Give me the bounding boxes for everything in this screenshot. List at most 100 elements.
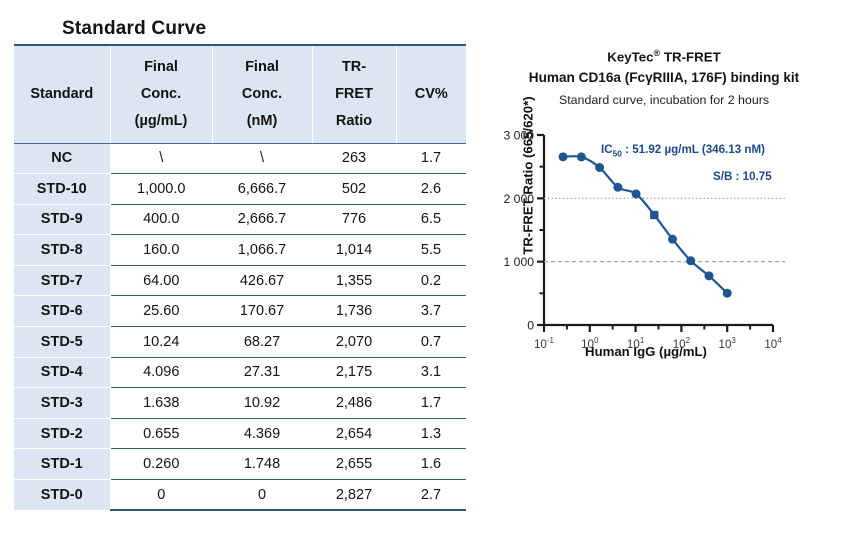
cell-final-conc-nm: 2,666.7 xyxy=(212,204,312,236)
cell-cv-percent: 1.7 xyxy=(396,143,466,175)
ic50-subscript: 50 xyxy=(612,148,622,159)
table-body: NC \ \ 263 1.7 STD-10 1,000.0 6,666.7 502 2.6 STD-… xyxy=(14,143,466,512)
row-label-standard: STD-1 xyxy=(14,448,111,481)
row-label-standard: STD-0 xyxy=(14,479,111,511)
standard-curve-table: Standard Final Conc. (µg/mL) Final Conc. xyxy=(14,44,466,512)
cell-cv-percent: 2.7 xyxy=(396,479,466,512)
y-tick-label: 0 xyxy=(527,319,534,333)
signal-background-annotation: S/B : 10.75 xyxy=(713,170,772,183)
column-header-standard: Standard xyxy=(14,44,111,144)
cell-final-conc-ug-ml: 1.638 xyxy=(110,387,212,419)
x-tick-label: 100 xyxy=(581,336,599,351)
cell-final-conc-nm: \ xyxy=(212,143,312,175)
data-point xyxy=(595,163,605,173)
chart-subtitle: Standard curve, incubation for 2 hours xyxy=(558,93,770,108)
header-line: Conc. xyxy=(140,85,182,102)
cell-final-conc-ug-ml: 400.0 xyxy=(110,204,212,236)
cell-tr-fret-ratio: 2,827 xyxy=(312,479,396,512)
plot-tick-labels: 0 1 000 2 000 3 000 10-1 100 101 102 103 104 xyxy=(504,129,783,352)
data-point xyxy=(704,271,714,281)
cell-tr-fret-ratio: 2,655 xyxy=(312,448,396,481)
header-line: CV% xyxy=(414,85,448,102)
cell-tr-fret-ratio: 776 xyxy=(312,204,396,236)
cell-final-conc-ug-ml: 160.0 xyxy=(110,234,212,266)
cell-final-conc-nm: 1.748 xyxy=(212,448,312,481)
header-line: (nM) xyxy=(246,112,278,129)
column-header-final-conc-nm: Final Conc. (nM) xyxy=(211,44,313,144)
cell-final-conc-ug-ml: 64.00 xyxy=(110,265,212,297)
plot-gridlines xyxy=(544,197,785,263)
cell-tr-fret-ratio: 2,654 xyxy=(312,418,396,450)
page-title: Standard Curve xyxy=(62,18,207,39)
x-tick-label: 10-1 xyxy=(534,336,555,351)
x-tick-label: 102 xyxy=(673,336,691,351)
header-line: (µg/mL) xyxy=(134,112,188,129)
row-label-standard: STD-6 xyxy=(14,295,111,328)
cell-tr-fret-ratio: 1,736 xyxy=(312,295,396,328)
table-row: STD-8 160.0 1,066.7 1,014 5.5 xyxy=(14,234,466,266)
cell-final-conc-ug-ml: 0 xyxy=(110,479,212,512)
x-axis-label: Human IgG (µg/mL) xyxy=(585,344,707,359)
y-tick-label: 3 000 xyxy=(504,129,535,143)
row-label-standard: STD-9 xyxy=(14,204,111,236)
cell-cv-percent: 1.6 xyxy=(396,448,466,481)
table-row: STD-10 1,000.0 6,666.7 502 2.6 xyxy=(14,173,466,205)
table-row: STD-4 4.096 27.31 2,175 3.1 xyxy=(14,357,466,389)
table-row: STD-6 25.60 170.67 1,736 3.7 xyxy=(14,295,466,328)
table-row: STD-9 400.0 2,666.7 776 6.5 xyxy=(14,204,466,236)
column-header-final-conc-ug-ml: Final Conc. (µg/mL) xyxy=(109,44,213,144)
cell-final-conc-ug-ml: 25.60 xyxy=(110,295,212,328)
cell-cv-percent: 0.7 xyxy=(396,326,466,358)
cell-cv-percent: 5.5 xyxy=(396,234,466,266)
row-label-standard: STD-2 xyxy=(14,418,111,450)
data-point xyxy=(686,256,696,266)
x-tick-label: 101 xyxy=(627,336,645,351)
cell-cv-percent: 3.7 xyxy=(396,295,466,328)
header-line: FRET xyxy=(335,85,373,102)
cell-final-conc-nm: 170.67 xyxy=(212,295,312,328)
data-point xyxy=(576,152,586,162)
chart-panel: KeyTec® TR-FRET Human CD16a (FcγRIIIA, 1… xyxy=(480,0,848,536)
cell-tr-fret-ratio: 502 xyxy=(312,173,396,205)
row-label-standard: STD-5 xyxy=(14,326,111,358)
header-line: Conc. xyxy=(241,85,283,102)
ic50-value: : 51.92 µg/mL (346.13 nM) xyxy=(621,143,765,156)
cell-final-conc-ug-ml: 10.24 xyxy=(110,326,212,358)
data-point xyxy=(650,210,659,220)
x-tick-label: 104 xyxy=(764,336,782,351)
table-row: STD-1 0.260 1.748 2,655 1.6 xyxy=(14,448,466,481)
table-row: STD-3 1.638 10.92 2,486 1.7 xyxy=(14,387,466,419)
cell-tr-fret-ratio: 2,070 xyxy=(312,326,396,358)
plot-data-series xyxy=(558,152,732,298)
chart-title-kit: Human CD16a (FcγRIIIA, 176F) binding kit xyxy=(528,70,800,86)
cell-tr-fret-ratio: 263 xyxy=(312,143,396,175)
row-label-standard: STD-8 xyxy=(14,234,111,266)
table-row: STD-2 0.655 4.369 2,654 1.3 xyxy=(14,418,466,450)
cell-cv-percent: 6.5 xyxy=(396,204,466,236)
row-label-standard: STD-4 xyxy=(14,357,111,389)
cell-tr-fret-ratio: 1,014 xyxy=(312,234,396,266)
cell-final-conc-ug-ml: \ xyxy=(110,143,212,175)
data-point xyxy=(558,152,568,162)
cell-final-conc-ug-ml: 1,000.0 xyxy=(110,173,212,205)
y-tick-label: 2 000 xyxy=(504,192,535,206)
row-label-standard: NC xyxy=(14,143,111,175)
header-line: Final xyxy=(144,59,178,76)
cell-final-conc-nm: 27.31 xyxy=(212,357,312,389)
plot-axes xyxy=(537,133,775,332)
header-line: Ratio xyxy=(335,112,373,129)
cell-final-conc-nm: 6,666.7 xyxy=(212,173,312,205)
cell-cv-percent: 3.1 xyxy=(396,357,466,389)
header-line: Standard xyxy=(30,85,94,102)
cell-final-conc-nm: 426.67 xyxy=(212,265,312,297)
ic50-prefix: IC xyxy=(601,143,613,156)
table-header: Standard Final Conc. (µg/mL) Final Conc. xyxy=(14,44,466,144)
cell-tr-fret-ratio: 2,175 xyxy=(312,357,396,389)
cell-cv-percent: 0.2 xyxy=(396,265,466,297)
y-tick-label: 1 000 xyxy=(504,255,535,269)
cell-tr-fret-ratio: 1,355 xyxy=(312,265,396,297)
cell-cv-percent: 2.6 xyxy=(396,173,466,205)
cell-final-conc-ug-ml: 0.260 xyxy=(110,448,212,481)
column-header-cv-percent: CV% xyxy=(395,44,466,144)
